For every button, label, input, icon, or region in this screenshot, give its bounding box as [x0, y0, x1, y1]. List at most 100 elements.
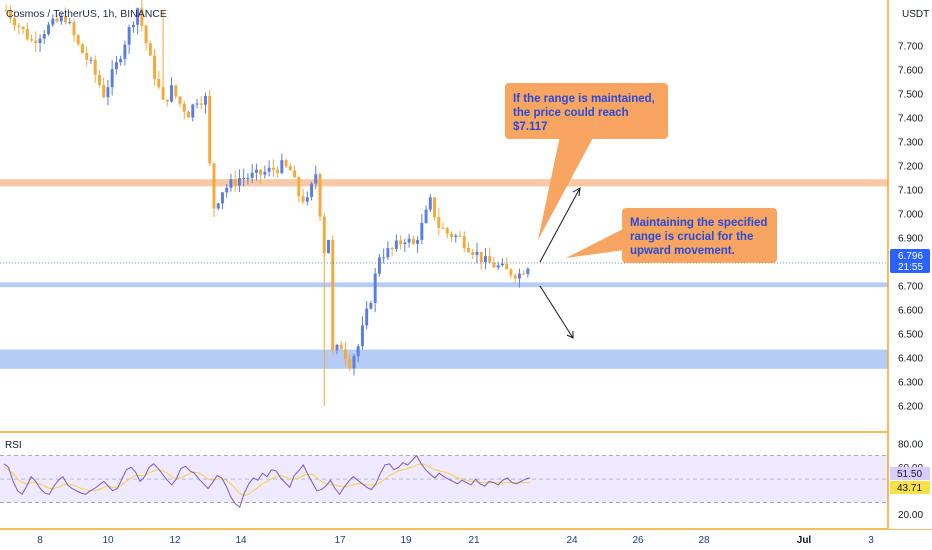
- callout-top[interactable]: If the range is maintained, the price co…: [505, 83, 668, 240]
- candle: [55, 15, 59, 23]
- candle: [263, 165, 267, 179]
- candle: [170, 77, 174, 103]
- candle: [301, 189, 305, 205]
- arrow-up: [539, 187, 581, 263]
- arrow-down: [539, 285, 574, 339]
- candle: [246, 173, 250, 185]
- candle: [280, 153, 284, 175]
- time-axis[interactable]: 8 10 12 14 17 19 21 24 26 28 Jul 3: [37, 535, 874, 546]
- candle: [314, 165, 318, 190]
- price-tick: 6.200: [898, 402, 923, 413]
- price-tick: 7.500: [898, 90, 923, 101]
- price-tick-labels: 7.700 7.600 7.500 7.400 7.300 7.200 7.100 7.000…: [898, 42, 923, 413]
- price-tick: 7.300: [898, 138, 923, 149]
- candle: [297, 175, 301, 203]
- candle: [254, 163, 258, 181]
- rsi-value: 51.50: [897, 469, 922, 480]
- time-tick: 17: [334, 535, 346, 546]
- time-tick: 10: [102, 535, 114, 546]
- price-tick: 7.200: [898, 162, 923, 173]
- callout-top-line-1: If the range is maintained,: [513, 93, 655, 105]
- candle: [97, 70, 101, 88]
- candle: [110, 60, 114, 96]
- bar-countdown: 21:55: [898, 262, 923, 273]
- candle: [165, 99, 169, 107]
- callout-right-line-3: upward movement.: [630, 245, 735, 257]
- candle: [59, 12, 63, 25]
- candle: [479, 251, 483, 271]
- candle: [462, 231, 466, 253]
- candle: [305, 191, 309, 206]
- candle: [182, 100, 186, 120]
- candle: [348, 353, 352, 372]
- candle: [428, 194, 432, 213]
- candle: [51, 14, 55, 27]
- candle: [390, 246, 394, 256]
- time-tick: 14: [235, 535, 247, 546]
- candle: [148, 40, 152, 56]
- time-tick: 26: [632, 535, 644, 546]
- candle: [382, 248, 386, 264]
- rsi-ma-line: [3, 463, 530, 497]
- candle: [526, 267, 530, 278]
- candle: [220, 192, 224, 210]
- candle: [89, 56, 93, 65]
- candle: [407, 233, 411, 248]
- candle: [17, 22, 21, 35]
- candle: [38, 34, 42, 53]
- candle: [360, 316, 364, 350]
- price-tick: 6.500: [898, 330, 923, 341]
- callout-top-line-3: $7.117: [513, 121, 548, 133]
- candle: [212, 162, 216, 217]
- rsi-value-tags: 51.50 43.71: [890, 467, 930, 494]
- candle: [467, 242, 470, 253]
- candle: [488, 247, 492, 263]
- callout-right-line-1: Maintaining the specified: [630, 217, 767, 229]
- candle: [399, 235, 403, 250]
- rsi-line: [3, 454, 531, 509]
- rsi-tick: 80.00: [898, 439, 923, 450]
- candle: [85, 46, 89, 67]
- candle: [8, 5, 12, 24]
- candle: [339, 341, 343, 350]
- arrow-down-head: [566, 331, 574, 339]
- support-zone-lower: [0, 349, 888, 369]
- candle: [505, 257, 509, 270]
- price-tick: 7.600: [898, 66, 923, 77]
- support-zone-upper: [0, 282, 888, 288]
- projection-arrows: [539, 187, 581, 339]
- candle: [437, 207, 441, 236]
- candle: [284, 158, 288, 169]
- candle: [68, 17, 72, 25]
- candle: [47, 22, 51, 36]
- candle: [433, 196, 437, 221]
- chart-title: Cosmos / TetherUS, 1h, BINANCE: [6, 8, 167, 20]
- candle: [153, 48, 157, 86]
- candle: [445, 226, 449, 239]
- candle: [522, 270, 526, 275]
- candle: [208, 89, 212, 166]
- candle: [131, 21, 135, 33]
- candle: [483, 247, 487, 270]
- candle: [343, 342, 347, 368]
- candle: [191, 103, 195, 122]
- candle: [157, 70, 161, 90]
- candle: [513, 272, 517, 284]
- candle: [293, 165, 297, 178]
- time-tick: 28: [698, 535, 710, 546]
- callout-right[interactable]: Maintaining the specified range is cruci…: [566, 208, 777, 263]
- candle: [144, 24, 148, 51]
- current-price-value: 6.796: [898, 251, 923, 262]
- candle: [225, 184, 229, 198]
- candle: [420, 214, 424, 245]
- candle: [331, 235, 335, 356]
- candle: [140, 0, 144, 32]
- candle: [373, 268, 377, 313]
- candle: [318, 172, 322, 222]
- candle: [458, 230, 462, 237]
- price-tick: 6.400: [898, 354, 923, 365]
- candle: [386, 241, 390, 260]
- candle: [229, 174, 233, 192]
- rsi-label: RSI: [5, 440, 22, 451]
